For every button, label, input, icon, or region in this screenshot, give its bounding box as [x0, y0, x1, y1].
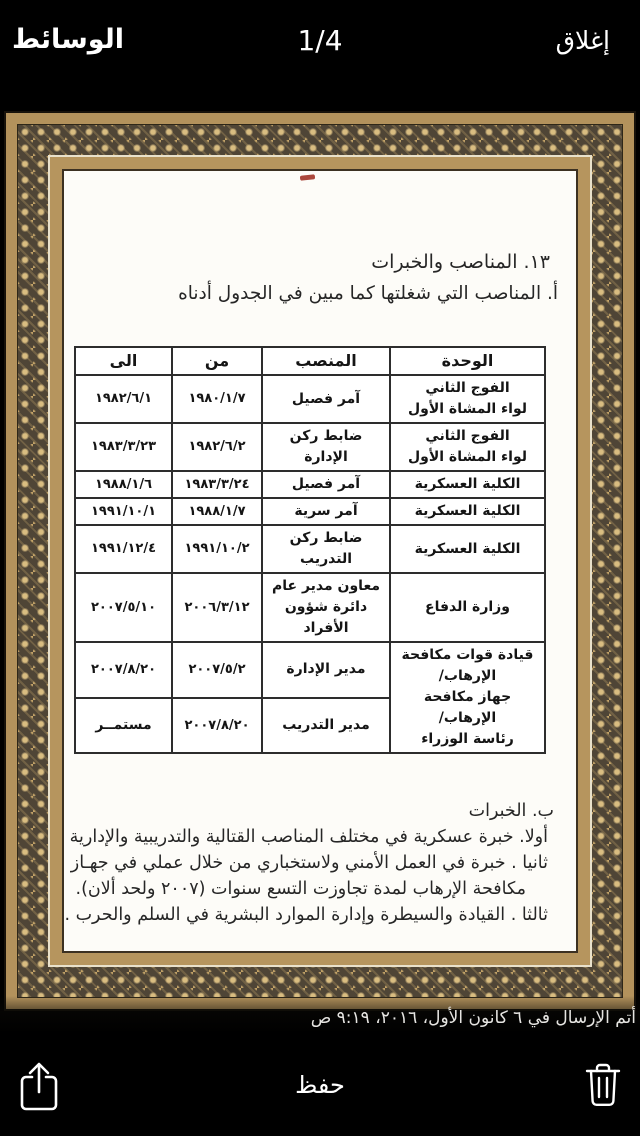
cell-to: ١٩٩١/١٠/١	[74, 497, 173, 526]
subsection-b-heading: ب. الخبرات	[468, 801, 554, 821]
cell-to: ١٩٨٨/١/٦	[74, 470, 173, 499]
cell-from: ١٩٩١/١٠/٢	[171, 524, 263, 574]
cell-position: مدير الإدارة	[261, 641, 391, 699]
cell-unit-merged: قيادة قوات مكافحة الإرهاب/ جهاز مكافحة ا…	[389, 641, 546, 754]
experience-line: ثانيا . خبرة في العمل الأمني ولاستخباري …	[70, 853, 548, 873]
header-position: المنصب	[261, 346, 391, 376]
table-row: الفوج الثاني لواء المشاة الأول آمر فصيل …	[74, 374, 546, 424]
cell-from: ٢٠٠٧/٨/٢٠	[171, 696, 263, 754]
subsection-a-heading: أ. المناصب التي شغلتها كما مبين في الجدو…	[178, 283, 558, 304]
cell-unit: وزارة الدفاع	[389, 572, 546, 643]
table-row: مدير التدريب ٢٠٠٧/٨/٢٠ مستمــر	[74, 696, 545, 754]
positions-table: الوحدة المنصب من الى الفوج الثاني لواء ا…	[74, 346, 546, 754]
inner-gold-border: ١٣. المناصب والخبرات أ. المناصب التي شغل…	[48, 155, 592, 967]
experience-line: مكافحة الإرهاب لمدة تجاوزت التسع سنوات (…	[75, 879, 526, 899]
ornamental-border: ١٣. المناصب والخبرات أ. المناصب التي شغل…	[17, 124, 623, 998]
delete-button[interactable]	[582, 1060, 624, 1113]
cell-position: معاون مدير عام دائرة شؤون الأفراد	[261, 572, 391, 643]
cell-position: مدير التدريب	[261, 696, 391, 754]
cell-to: ١٩٨٣/٣/٢٣	[74, 422, 173, 472]
document-image[interactable]: ١٣. المناصب والخبرات أ. المناصب التي شغل…	[4, 111, 636, 1011]
trash-icon	[582, 1063, 624, 1113]
section-heading: ١٣. المناصب والخبرات	[371, 251, 550, 273]
cell-position: آمر فصيل	[261, 470, 391, 499]
cell-from: ١٩٨٢/٦/٢	[171, 422, 263, 472]
save-button[interactable]: حفظ	[0, 1070, 640, 1100]
cell-to: ٢٠٠٧/٥/١٠	[74, 572, 173, 643]
table-row: قيادة قوات مكافحة الإرهاب/ جهاز مكافحة ا…	[74, 641, 546, 754]
cell-unit: الكلية العسكرية	[389, 497, 546, 526]
cell-unit: الكلية العسكرية	[389, 524, 546, 574]
table-row: وزارة الدفاع معاون مدير عام دائرة شؤون ا…	[74, 572, 546, 643]
document-frame: ١٣. المناصب والخبرات أ. المناصب التي شغل…	[4, 111, 636, 1011]
cell-from: ٢٠٠٧/٥/٢	[171, 641, 263, 699]
cell-from: ١٩٨٣/٣/٢٤	[171, 470, 263, 499]
top-bar: الوسائط 1/4 إغلاق	[0, 0, 640, 100]
cell-to: ٢٠٠٧/٨/٢٠	[74, 641, 173, 699]
sent-status-overlay: أتم الإرسال في ٦ كانون الأول، ٢٠١٦، ٩:١٩…	[0, 996, 640, 1036]
cell-position: ضابط ركن الإدارة	[261, 422, 391, 472]
cell-from: ١٩٨٨/١/٧	[171, 497, 263, 526]
cell-position: ضابط ركن التدريب	[261, 524, 391, 574]
page-indicator: 1/4	[297, 24, 343, 57]
bottom-toolbar: حفظ	[0, 1036, 640, 1136]
cell-unit: الفوج الثاني لواء المشاة الأول	[389, 422, 546, 472]
table-row: الكلية العسكرية ضابط ركن التدريب ١٩٩١/١٠…	[74, 524, 546, 574]
cell-to: ١٩٨٢/٦/١	[74, 374, 173, 424]
header-to: الى	[74, 346, 173, 376]
close-button[interactable]: إغلاق	[555, 26, 610, 55]
cell-unit: الفوج الثاني لواء المشاة الأول	[389, 374, 546, 424]
sent-status-text: أتم الإرسال في ٦ كانون الأول، ٢٠١٦، ٩:١٩…	[310, 1008, 636, 1028]
experience-line: أولا. خبرة عسكرية في مختلف المناصب القتا…	[62, 827, 548, 847]
cell-from: ٢٠٠٦/٣/١٢	[171, 572, 263, 643]
cell-unit: الكلية العسكرية	[389, 470, 546, 499]
cell-position: آمر فصيل	[261, 374, 391, 424]
table-row: الكلية العسكرية آمر فصيل ١٩٨٣/٣/٢٤ ١٩٨٨/…	[74, 470, 546, 499]
experience-section: ب. الخبرات أولا. خبرة عسكرية في مختلف ال…	[62, 798, 560, 928]
header-from: من	[171, 346, 263, 376]
share-button[interactable]	[16, 1060, 62, 1115]
header-unit: الوحدة	[389, 346, 546, 376]
cell-from: ١٩٨٠/١/٧	[171, 374, 263, 424]
table-header-row: الوحدة المنصب من الى	[74, 346, 546, 376]
media-title: الوسائط	[12, 24, 125, 55]
cell-position: آمر سرية	[261, 497, 391, 526]
table-row: الفوج الثاني لواء المشاة الأول ضابط ركن …	[74, 422, 546, 472]
document-page: ١٣. المناصب والخبرات أ. المناصب التي شغل…	[62, 169, 578, 953]
table-row: الكلية العسكرية آمر سرية ١٩٨٨/١/٧ ١٩٩١/١…	[74, 497, 546, 526]
cell-to: مستمــر	[74, 696, 173, 754]
experience-line: ثالثا . القيادة والسيطرة وإدارة الموارد …	[64, 905, 548, 925]
cell-to: ١٩٩١/١٢/٤	[74, 524, 173, 574]
share-icon	[16, 1062, 62, 1115]
